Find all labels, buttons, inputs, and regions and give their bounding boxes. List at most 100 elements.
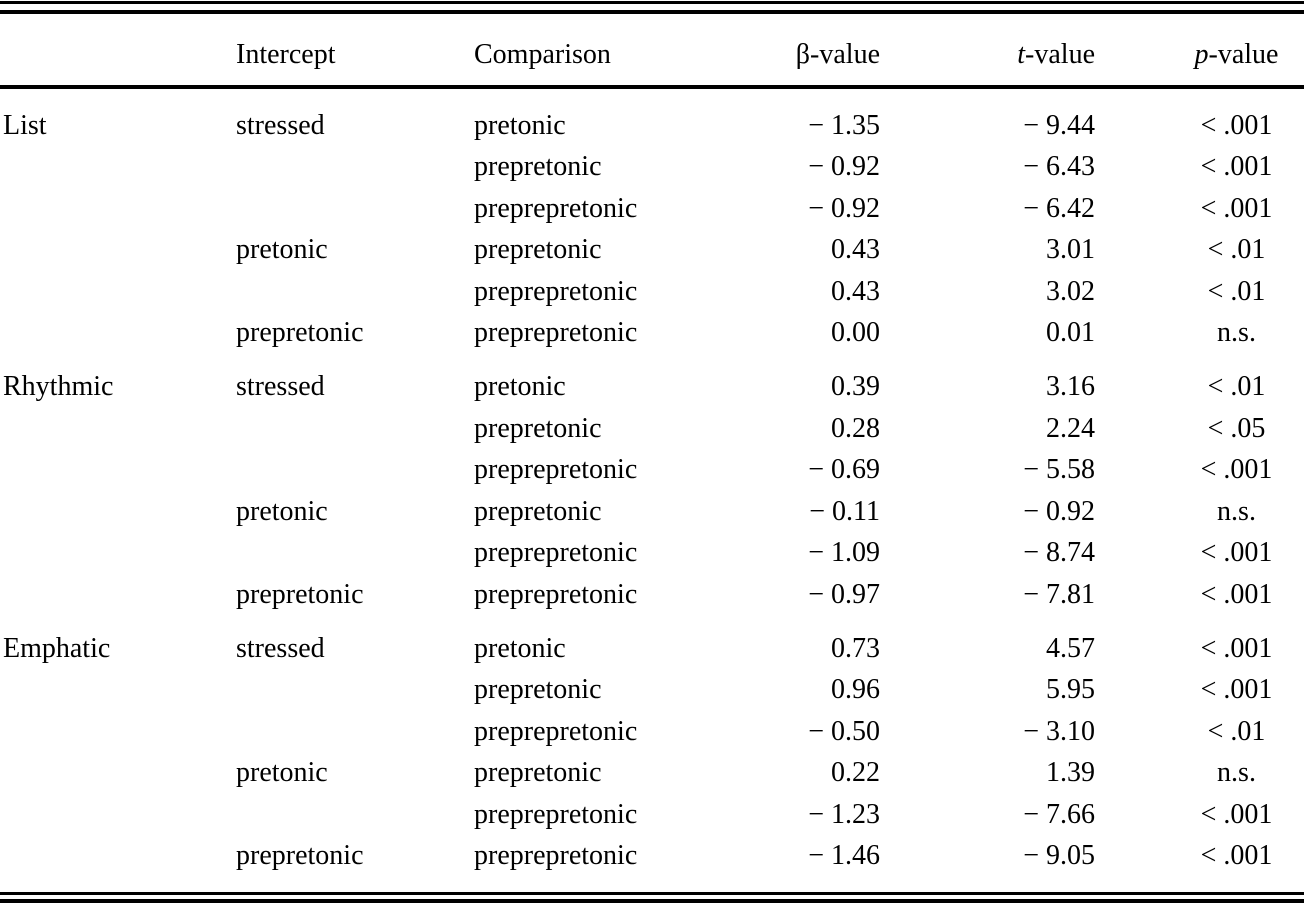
- table-header: Intercept Comparison β-value t-value p-v…: [0, 14, 1304, 85]
- cell-comparison: prepretonic: [474, 495, 602, 527]
- cell-intercept: [236, 271, 474, 313]
- cell-group: [0, 312, 236, 354]
- cell-comparison: preprepretonic: [474, 840, 638, 871]
- cell-intercept: prepretonic: [236, 317, 364, 348]
- column-header-intercept: Intercept: [236, 39, 336, 70]
- cell-intercept: [236, 188, 474, 230]
- cell-group: [0, 574, 236, 616]
- cell-p: < .01: [1207, 275, 1266, 307]
- cell-p: < .001: [1200, 840, 1273, 871]
- t-symbol: t: [1017, 39, 1026, 70]
- cell-t: − 6.42: [1023, 192, 1095, 224]
- cell-comparison: pretonic: [474, 109, 566, 141]
- cell-intercept: prepretonic: [236, 578, 364, 610]
- cell-beta: 0.39: [831, 371, 880, 402]
- table-row: preprepretonic − 0.50 − 3.10 < .01: [0, 711, 1304, 753]
- cell-beta: 0.73: [831, 632, 880, 664]
- cell-t: − 9.44: [1023, 109, 1095, 141]
- table-row: Rhythmic stressed pretonic 0.39 3.16 < .01: [0, 366, 1304, 408]
- table-body: List stressed pretonic − 1.35− 9.44 < .001 pr…: [0, 89, 1304, 877]
- t-suffix: -value: [1025, 39, 1095, 70]
- cell-comparison: prepretonic: [474, 151, 602, 182]
- cell-group: [0, 532, 236, 574]
- cell-intercept: [236, 711, 474, 753]
- cell-intercept: pretonic: [236, 495, 328, 527]
- cell-t: − 9.05: [1023, 840, 1095, 871]
- cell-beta: 0.00: [831, 317, 880, 348]
- table-row: prepretonic preprepretonic − 0.97 − 7.81 < .…: [0, 574, 1304, 616]
- cell-group: Rhythmic: [3, 371, 114, 402]
- cell-p: < .001: [1200, 454, 1273, 485]
- cell-group: [0, 794, 236, 836]
- cell-intercept: [236, 449, 474, 491]
- cell-group: [0, 711, 236, 753]
- cell-group: [0, 229, 236, 271]
- cell-group: [0, 271, 236, 313]
- cell-comparison: preprepretonic: [474, 798, 638, 830]
- cell-p: n.s.: [1217, 317, 1256, 348]
- cell-intercept: [236, 146, 474, 188]
- cell-p: < .001: [1200, 537, 1273, 568]
- cell-group: [0, 669, 236, 711]
- table-row: prepretonic − 0.92 − 6.43 < .001: [0, 146, 1304, 188]
- cell-p: < .001: [1200, 192, 1273, 224]
- beta-symbol: β: [795, 39, 811, 70]
- beta-suffix: -value: [810, 39, 880, 70]
- cell-t: 3.02: [1046, 275, 1095, 307]
- cell-group: [0, 408, 236, 450]
- cell-p: n.s.: [1217, 757, 1256, 788]
- table-row: prepretonic preprepretonic 0.00 0.01 n.s.: [0, 312, 1304, 354]
- cell-comparison: pretonic: [474, 371, 566, 402]
- table-row: pretonic prepretonic 0.22 1.39 n.s.: [0, 752, 1304, 794]
- cell-beta: − 1.46: [808, 840, 880, 871]
- cell-t: 1.39: [1046, 757, 1095, 788]
- cell-p: < .001: [1200, 151, 1273, 182]
- cell-p: < .01: [1207, 715, 1266, 747]
- double-rule-bottom-upper: [0, 892, 1304, 895]
- table-row: preprepretonic − 0.69 − 5.58 < .001: [0, 449, 1304, 491]
- cell-t: − 5.58: [1023, 454, 1095, 485]
- table-row: List stressed pretonic − 1.35 − 9.44 < .001: [0, 105, 1304, 147]
- double-rule-bottom-lower: [0, 899, 1304, 903]
- cell-group: [0, 449, 236, 491]
- cell-beta: − 1.23: [808, 798, 880, 830]
- cell-beta: 0.22: [831, 757, 880, 788]
- cell-t: − 3.10: [1023, 715, 1095, 747]
- cell-beta: − 1.09: [808, 537, 880, 568]
- cell-group: List: [3, 109, 47, 141]
- cell-t: 4.57: [1046, 632, 1095, 664]
- cell-intercept: [236, 794, 474, 836]
- double-rule-top-upper: [0, 1, 1304, 4]
- cell-beta: 0.43: [831, 234, 880, 265]
- table-row: preprepretonic − 1.09 − 8.74 < .001: [0, 532, 1304, 574]
- cell-comparison: preprepretonic: [474, 537, 638, 568]
- cell-comparison: pretonic: [474, 632, 566, 664]
- cell-comparison: preprepretonic: [474, 578, 638, 610]
- cell-group: [0, 188, 236, 230]
- cell-comparison: prepretonic: [474, 757, 602, 788]
- cell-p: < .001: [1200, 578, 1273, 610]
- cell-beta: − 0.92: [808, 192, 880, 224]
- cell-p: < .001: [1200, 798, 1273, 830]
- cell-intercept: stressed: [236, 632, 325, 664]
- cell-t: − 7.66: [1023, 798, 1095, 830]
- cell-comparison: prepretonic: [474, 412, 602, 444]
- cell-intercept: stressed: [236, 109, 325, 141]
- cell-comparison: prepretonic: [474, 234, 602, 265]
- table-row: prepretonic 0.28 2.24 < .05: [0, 408, 1304, 450]
- cell-p: < .001: [1200, 109, 1273, 141]
- cell-intercept: prepretonic: [236, 840, 364, 871]
- cell-t: 3.16: [1046, 371, 1095, 402]
- cell-intercept: stressed: [236, 371, 325, 402]
- cell-comparison: prepretonic: [474, 674, 602, 705]
- cell-intercept: [236, 532, 474, 574]
- cell-p: < .01: [1207, 234, 1266, 265]
- cell-group: [0, 835, 236, 877]
- p-suffix: -value: [1208, 39, 1279, 70]
- cell-intercept: [236, 669, 474, 711]
- cell-t: − 8.74: [1023, 537, 1095, 568]
- cell-comparison: preprepretonic: [474, 317, 638, 348]
- cell-t: 2.24: [1046, 412, 1095, 444]
- double-rule-top-lower: [0, 10, 1304, 14]
